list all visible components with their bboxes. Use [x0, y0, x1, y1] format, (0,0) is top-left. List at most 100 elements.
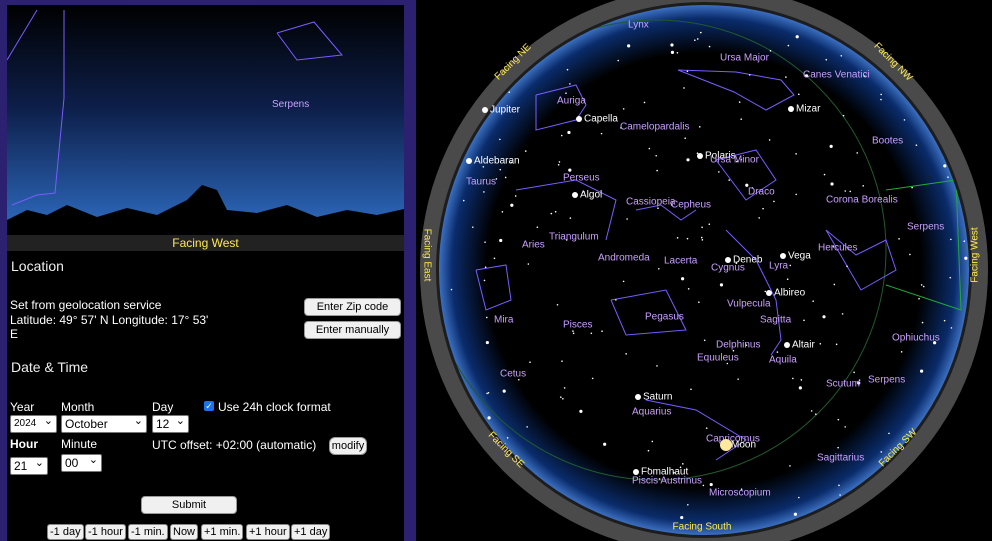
star	[567, 131, 570, 134]
star	[510, 204, 513, 207]
star	[683, 87, 685, 89]
star	[720, 283, 723, 286]
constellation-label: Cassiopeia	[626, 197, 676, 208]
minute-select[interactable]: 00	[61, 454, 102, 472]
star	[923, 286, 925, 288]
star	[656, 365, 658, 367]
star-label: Mizar	[796, 104, 821, 115]
star	[947, 176, 949, 178]
hour-select[interactable]: 21	[10, 457, 48, 475]
star	[840, 55, 842, 57]
star	[703, 485, 705, 487]
star	[561, 360, 563, 362]
step-button[interactable]: -1 day	[47, 524, 84, 540]
star	[591, 332, 593, 334]
month-select[interactable]: October	[61, 415, 147, 433]
constellation-label: Camelopardalis	[620, 122, 689, 133]
star	[964, 257, 967, 260]
month-label: Month	[61, 400, 94, 414]
star	[551, 213, 553, 215]
star	[508, 91, 510, 93]
constellation-label: Serpens	[868, 375, 905, 386]
star	[739, 101, 741, 103]
constellation-label: Aquarius	[632, 407, 671, 418]
clock-checkbox[interactable]: ✓	[204, 401, 214, 411]
step-button[interactable]: Now	[170, 524, 198, 540]
step-button[interactable]: -1 min.	[128, 524, 168, 540]
constellation-label: Cygnus	[711, 263, 745, 274]
star	[849, 191, 851, 193]
star	[770, 50, 772, 52]
step-button[interactable]: -1 hour	[85, 524, 126, 540]
step-button[interactable]: +1 min.	[201, 524, 243, 540]
day-select[interactable]: 12	[152, 415, 189, 433]
year-input[interactable]: 2024	[10, 415, 57, 433]
star	[798, 497, 800, 499]
constellation-label: Ursa Minor	[710, 155, 760, 166]
star	[795, 153, 797, 155]
star	[565, 92, 567, 94]
star	[528, 263, 530, 265]
star-label: Saturn	[643, 392, 672, 403]
star	[649, 148, 651, 150]
star	[568, 169, 571, 172]
constellation-label: Auriga	[557, 96, 586, 107]
star	[795, 194, 797, 196]
constellation-label: Aries	[522, 240, 545, 251]
star	[911, 187, 913, 189]
star	[758, 217, 760, 219]
step-button[interactable]: +1 day	[291, 524, 330, 540]
star	[700, 32, 702, 34]
star	[560, 396, 562, 398]
manual-button[interactable]: Enter manually	[304, 321, 401, 339]
constellation-label: Pisces	[563, 320, 592, 331]
zip-button[interactable]: Enter Zip code	[304, 298, 401, 316]
constellation-label: Ursa Major	[720, 53, 770, 64]
star	[789, 265, 791, 267]
star	[686, 158, 689, 161]
star	[567, 69, 569, 71]
section-title: Location	[11, 258, 64, 274]
star	[690, 388, 692, 390]
star	[702, 239, 704, 241]
constellation-label: Andromeda	[598, 253, 650, 264]
star	[920, 370, 923, 373]
star	[798, 94, 800, 96]
star	[843, 115, 845, 117]
star	[787, 278, 789, 280]
constellation-label: Sagittarius	[817, 453, 864, 464]
constellation-label: Hercules	[818, 243, 857, 254]
star	[699, 126, 701, 128]
star	[570, 217, 572, 219]
star	[785, 76, 787, 78]
star	[486, 317, 488, 319]
star	[718, 171, 720, 173]
star	[529, 361, 531, 363]
step-button[interactable]: +1 hour	[246, 524, 290, 540]
star	[916, 144, 918, 146]
star	[698, 301, 700, 303]
star	[844, 190, 846, 192]
modify-button[interactable]: modify	[329, 437, 367, 455]
star	[655, 155, 657, 157]
star	[728, 179, 730, 181]
star	[764, 291, 766, 293]
star	[687, 504, 689, 506]
submit-button[interactable]: Submit	[141, 496, 237, 514]
star	[788, 45, 790, 47]
star	[499, 239, 502, 242]
star	[484, 241, 486, 243]
star-dot	[697, 153, 703, 159]
star	[880, 94, 882, 96]
constellation-label: Sagitta	[760, 315, 792, 326]
star-dot	[766, 290, 772, 296]
star-label: Capella	[584, 114, 618, 125]
star-label: Algol	[580, 190, 602, 201]
star	[625, 353, 627, 355]
star	[671, 51, 674, 54]
star	[834, 284, 836, 286]
star	[830, 182, 833, 185]
location-source: Set from geolocation service	[10, 298, 161, 312]
star	[472, 226, 474, 228]
star	[592, 378, 594, 380]
